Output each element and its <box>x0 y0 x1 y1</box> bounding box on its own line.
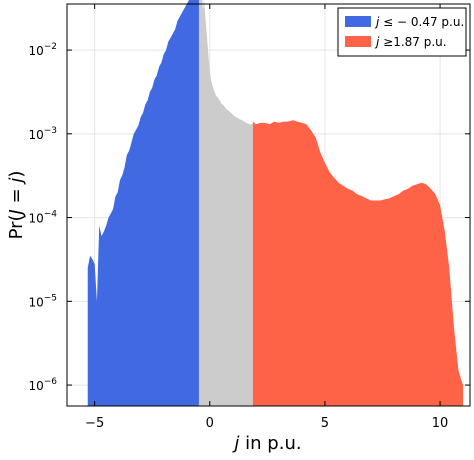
y-tick-label: 10−3 <box>28 126 57 142</box>
plot-frame <box>66 3 471 407</box>
series-area-1 <box>87 0 199 406</box>
legend-label: j ≤ − 0.47 p.u. <box>374 15 464 29</box>
legend: j ≤ − 0.47 p.u. j ≥1.87 p.u. <box>337 7 467 57</box>
legend-swatch <box>345 16 371 27</box>
x-tick-label: 0 <box>206 416 214 431</box>
y-tick-label: 10−2 <box>28 42 57 58</box>
legend-swatch <box>345 36 371 47</box>
x-tick-label: 5 <box>321 416 329 431</box>
x-axis-ticks: −5 0 5 10 <box>85 4 448 431</box>
y-tick-label: 10−4 <box>28 210 57 226</box>
y-tick-label: 10−5 <box>28 293 57 309</box>
legend-label: j ≥1.87 p.u. <box>374 35 447 49</box>
y-axis-label: Pr(J = j) <box>6 171 27 240</box>
legend-box <box>337 7 467 57</box>
y-axis-ticks: 10−6 10−5 10−4 10−3 10−2 <box>28 42 470 393</box>
x-axis-label: j in p.u. <box>231 433 301 454</box>
series-area-2 <box>198 0 253 406</box>
series-area-3 <box>252 120 464 407</box>
plot-areas <box>87 0 464 407</box>
x-tick-label: −5 <box>85 416 104 431</box>
y-tick-label: 10−6 <box>28 377 57 393</box>
x-tick-label: 10 <box>432 416 449 431</box>
